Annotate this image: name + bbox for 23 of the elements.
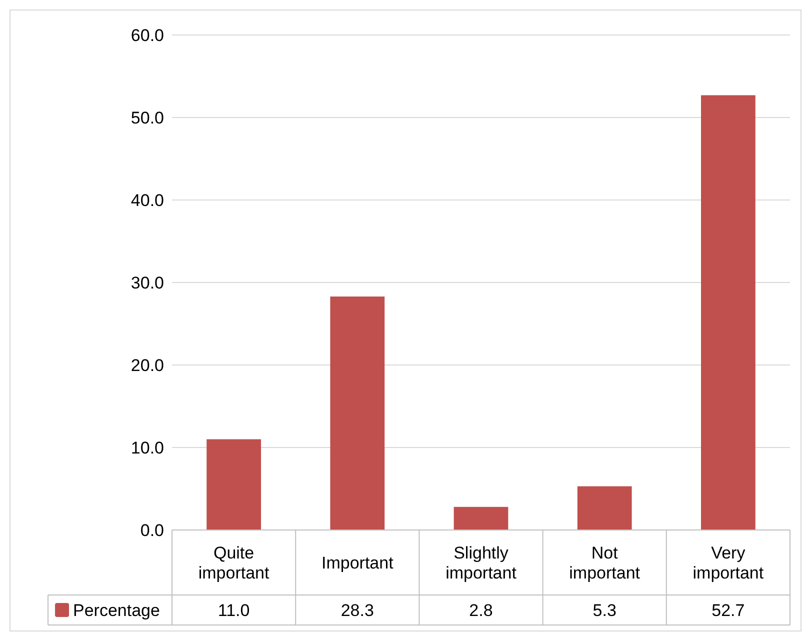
x-tick-label: Not important [569, 543, 640, 583]
y-tick-label: 60.0 [130, 26, 164, 45]
x-tick-label: Slightly important [446, 543, 517, 583]
legend-label: Percentage [73, 600, 160, 620]
bar [454, 506, 508, 530]
bar [577, 486, 632, 530]
x-tick-label: Quite important [198, 543, 270, 583]
data-label: 28.3 [340, 600, 374, 620]
x-tick-label: Very important [692, 543, 764, 583]
y-tick-label: 10.0 [130, 438, 164, 458]
data-label: 2.8 [469, 600, 493, 620]
bar [330, 296, 385, 530]
y-tick-label: 20.0 [130, 356, 164, 375]
y-tick-label: 0.0 [140, 520, 164, 540]
data-label: 5.3 [592, 600, 616, 620]
x-tick-label: Important [321, 553, 394, 572]
data-label: 11.0 [218, 600, 250, 620]
y-tick-label: 30.0 [130, 273, 164, 292]
bar [206, 439, 261, 530]
y-tick-label: 40.0 [130, 190, 164, 210]
data-label: 52.7 [712, 600, 745, 620]
bar [701, 95, 756, 530]
y-tick-label: 50.0 [130, 108, 164, 128]
